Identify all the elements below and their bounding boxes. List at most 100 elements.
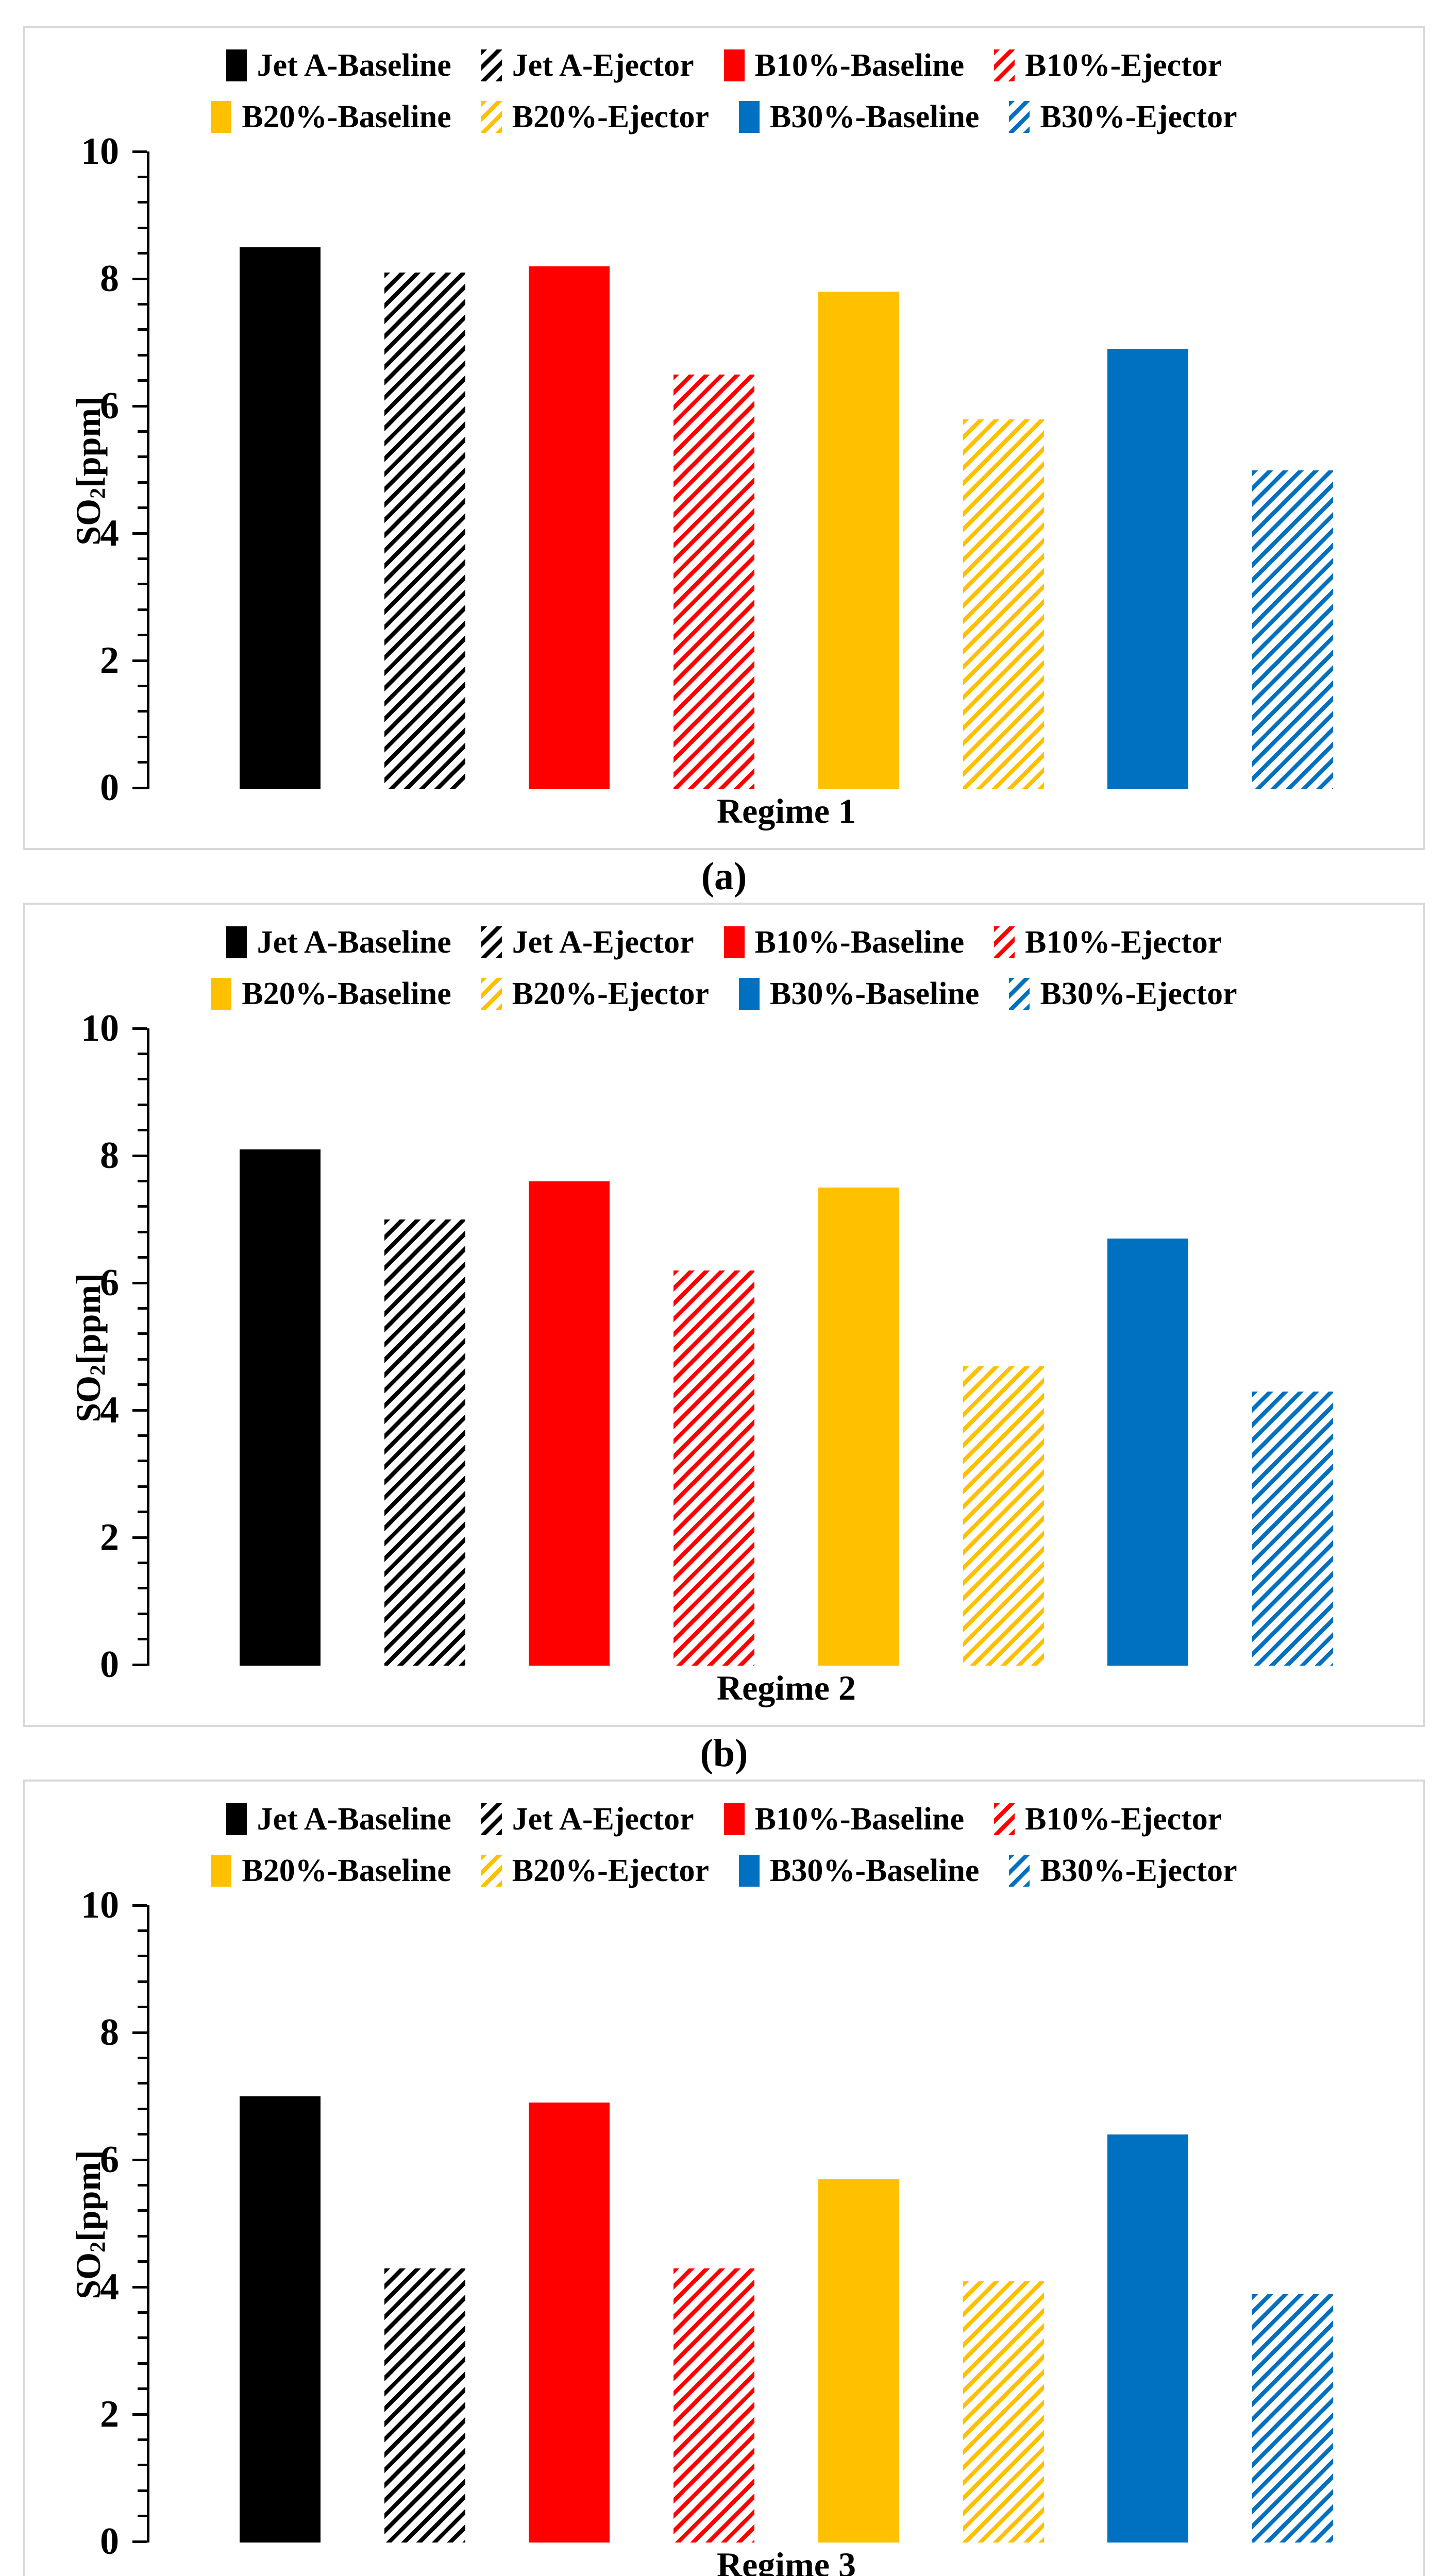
solid-swatch-icon — [739, 1855, 760, 1887]
minor-tick — [138, 684, 147, 687]
legend-label: B20%-Ejector — [512, 976, 709, 1011]
legend-label: Jet A-Ejector — [512, 1802, 694, 1837]
hatched-swatch-icon — [994, 49, 1015, 81]
solid-swatch-icon — [226, 1803, 247, 1835]
bars-area — [176, 151, 1397, 789]
minor-tick — [138, 2056, 147, 2059]
minor-tick — [138, 175, 147, 178]
minor-tick — [138, 1383, 147, 1386]
legend-item: Jet A-Ejector — [481, 1803, 694, 1835]
y-tick-label: 6 — [100, 1262, 119, 1304]
minor-tick — [138, 557, 147, 560]
minor-tick — [138, 1129, 147, 1132]
hatched-swatch-icon — [481, 49, 502, 81]
minor-tick — [138, 201, 147, 204]
legend-item: B10%-Baseline — [723, 1803, 964, 1835]
legend-label: B30%-Baseline — [770, 1853, 980, 1888]
bar-b30-ejector — [1252, 1392, 1334, 1666]
bar-jet-a-ejector — [384, 273, 465, 789]
bar-jet-a-baseline — [239, 1149, 321, 1666]
y-tick-label: 6 — [100, 2139, 119, 2181]
y-tick-label: 10 — [81, 1007, 119, 1049]
y-tick-label: 8 — [100, 258, 119, 300]
y-tick-label: 4 — [100, 1389, 119, 1431]
y-axis-tick-labels: 0 2 4 6 8 10 — [25, 1886, 124, 2561]
bar-b30-ejector — [1252, 2294, 1334, 2543]
solid-swatch-icon — [723, 49, 745, 81]
minor-tick — [138, 379, 147, 382]
solid-swatch-icon — [211, 978, 232, 1010]
legend-item: B20%-Baseline — [211, 1855, 451, 1887]
minor-tick — [138, 2133, 147, 2136]
major-tick — [132, 1154, 147, 1157]
bar-b10-baseline — [529, 266, 610, 789]
minor-tick — [138, 1256, 147, 1259]
solid-swatch-icon — [211, 1855, 232, 1887]
minor-tick — [138, 2107, 147, 2110]
legend-item: B30%-Baseline — [739, 978, 979, 1010]
legend-row: B20%-Baseline B20%-Ejector B30%-Baseline B3… — [211, 1855, 1237, 1887]
hatched-swatch-icon — [1009, 1855, 1030, 1887]
hatched-swatch-icon — [481, 978, 502, 1010]
bar-jet-a-baseline — [239, 247, 321, 789]
hatched-swatch-icon — [1009, 978, 1030, 1010]
legend-label: B30%-Baseline — [770, 976, 980, 1011]
bar-b20-baseline — [818, 2179, 899, 2543]
legend-item: B20%-Baseline — [211, 978, 451, 1010]
major-tick — [132, 1904, 147, 1907]
legend-item: B10%-Ejector — [994, 49, 1222, 81]
legend-item: Jet A-Baseline — [226, 49, 451, 81]
hatched-swatch-icon — [481, 1803, 502, 1835]
major-tick — [132, 786, 147, 789]
y-axis-line — [147, 151, 149, 789]
minor-tick — [138, 1485, 147, 1488]
legend-label: B10%-Ejector — [1025, 1802, 1222, 1837]
legend-item: B20%-Ejector — [481, 1855, 709, 1887]
minor-tick — [138, 1460, 147, 1463]
legend-item: B20%-Ejector — [481, 978, 709, 1010]
chart-legend: Jet A-Baseline Jet A-Ejector B10%-Baseline… — [25, 49, 1423, 133]
hatched-swatch-icon — [481, 1855, 502, 1887]
bar-b20-baseline — [818, 1188, 899, 1666]
bars-area — [176, 1905, 1397, 2543]
y-axis-ticks — [132, 1904, 147, 2543]
minor-tick — [138, 2515, 147, 2518]
minor-tick — [138, 1307, 147, 1310]
minor-tick — [138, 302, 147, 306]
minor-tick — [138, 2438, 147, 2441]
bar-b10-baseline — [529, 2103, 610, 2543]
minor-tick — [138, 1434, 147, 1437]
legend-label: B30%-Ejector — [1040, 976, 1237, 1011]
bar-b30-baseline — [1107, 349, 1189, 789]
legend-label: B30%-Ejector — [1040, 99, 1237, 134]
y-axis-ticks — [132, 150, 147, 789]
minor-tick — [138, 1980, 147, 1983]
hatched-swatch-icon — [481, 101, 502, 133]
bar-jet-a-ejector — [384, 2268, 465, 2543]
bars-area — [176, 1028, 1397, 1666]
legend-item: B10%-Ejector — [994, 926, 1222, 958]
legend-label: B20%-Ejector — [512, 1853, 709, 1888]
minor-tick — [138, 1929, 147, 1932]
minor-tick — [138, 328, 147, 331]
minor-tick — [138, 1587, 147, 1590]
major-tick — [132, 532, 147, 535]
bar-b20-baseline — [818, 292, 899, 789]
legend-label: B30%-Ejector — [1040, 1853, 1237, 1888]
minor-tick — [138, 1078, 147, 1081]
legend-row: Jet A-Baseline Jet A-Ejector B10%-Baseline… — [226, 49, 1222, 81]
bar-jet-a-baseline — [239, 2096, 321, 2543]
bar-b30-baseline — [1107, 1239, 1189, 1666]
bar-b30-ejector — [1252, 470, 1334, 789]
minor-tick — [138, 1561, 147, 1564]
legend-row: B20%-Baseline B20%-Ejector B30%-Baseline B3… — [211, 978, 1237, 1010]
legend-label: B20%-Baseline — [242, 99, 451, 134]
major-tick — [132, 1027, 147, 1030]
legend-item: Jet A-Baseline — [226, 1803, 451, 1835]
legend-row: Jet A-Baseline Jet A-Ejector B10%-Baseline… — [226, 926, 1222, 958]
minor-tick — [138, 2209, 147, 2212]
legend-label: B20%-Baseline — [242, 1853, 451, 1888]
minor-tick — [138, 2464, 147, 2467]
y-tick-label: 8 — [100, 1134, 119, 1177]
y-tick-label: 2 — [100, 1516, 119, 1558]
